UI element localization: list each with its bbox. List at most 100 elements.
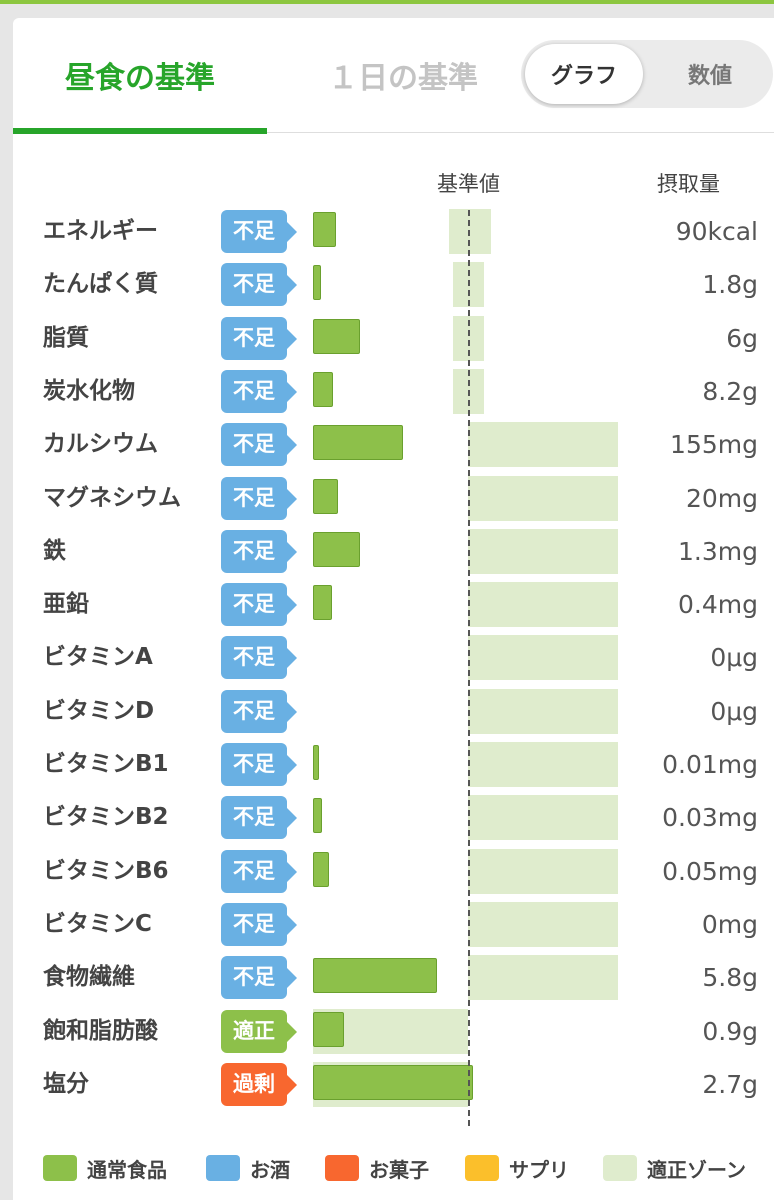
legend-item: サプリ: [465, 1148, 569, 1188]
nutrient-row: ビタミンB2 不足 0.03mg: [13, 791, 774, 844]
intake-bar: [313, 851, 329, 887]
nutrient-name: ビタミンB2: [43, 804, 169, 831]
intake-bar: [313, 1011, 344, 1047]
toggle-graph-button[interactable]: グラフ: [525, 44, 643, 104]
nutrient-name: ビタミンB1: [43, 751, 169, 777]
appropriate-zone: [468, 582, 619, 628]
intake-amount: 20mg: [685, 483, 758, 513]
status-badge: 不足: [221, 423, 297, 467]
nutrient-name: エネルギー: [43, 218, 158, 244]
view-toggle[interactable]: グラフ 数値: [521, 40, 773, 108]
legend-label: お菓子: [369, 1157, 429, 1182]
intake-amount: 6g: [726, 323, 758, 353]
nutrient-row: 鉄 不足 1.3mg: [13, 525, 774, 578]
legend-item: お酒: [206, 1148, 290, 1188]
nutrient-name: ビタミンB6: [43, 857, 169, 884]
nutrient-row: 亜鉛 不足 0.4mg: [13, 578, 774, 631]
nutrient-row: カルシウム 不足 155mg: [13, 418, 774, 471]
intake-bar: [313, 585, 332, 621]
intake-amount: 0mg: [701, 909, 758, 939]
legend-label: 適正ゾーン: [647, 1157, 746, 1182]
nutrient-name: 食物繊維: [43, 964, 135, 991]
nutrient-name: 鉄: [43, 537, 66, 564]
intake-amount: 1.3mg: [678, 536, 758, 566]
intake-amount: 0.9g: [702, 1016, 758, 1046]
intake-bar: [313, 798, 323, 834]
legend-item: 通常食品: [43, 1148, 167, 1188]
appropriate-zone: [449, 209, 492, 254]
nutrient-row: 炭水化物 不足 8.2g: [13, 365, 774, 418]
toggle-values-button[interactable]: 数値: [687, 64, 732, 89]
legend-item: 適正ゾーン: [603, 1148, 746, 1188]
status-badge: 不足: [221, 636, 297, 680]
appropriate-zone: [468, 422, 619, 468]
intake-bar: [313, 958, 437, 994]
nutrient-row: エネルギー 不足 90kcal: [13, 205, 774, 258]
appropriate-zone: [468, 742, 619, 787]
intake-amount: 0.4mg: [678, 590, 758, 620]
nutrient-name: マグネシウム: [43, 484, 181, 511]
top-accent-line: [0, 0, 774, 4]
intake-bar: [313, 1064, 473, 1100]
appropriate-zone: [468, 635, 619, 681]
intake-amount: 90kcal: [675, 217, 758, 246]
nutrient-name: 塩分: [43, 1070, 89, 1097]
status-badge: 過剰: [221, 1062, 297, 1106]
intake-amount: 1.8g: [702, 270, 758, 300]
intake-amount: 0.05mg: [662, 856, 758, 886]
status-badge: 不足: [221, 902, 297, 946]
intake-bar: [313, 371, 334, 407]
legend-label: 通常食品: [87, 1157, 167, 1182]
intake-amount: 5.8g: [702, 963, 758, 993]
nutrient-name: 炭水化物: [43, 377, 135, 404]
legend-item: お菓子: [325, 1148, 429, 1188]
status-badge: 不足: [221, 849, 297, 893]
status-badge: 不足: [221, 956, 297, 1000]
nutrient-name: 飽和脂肪酸: [43, 1017, 158, 1044]
tab-lunch-standard[interactable]: 昼食の基準: [13, 18, 267, 134]
appropriate-zone: [468, 795, 619, 841]
appropriate-zone: [468, 475, 619, 521]
nutrient-row: たんぱく質 不足 1.8g: [13, 258, 774, 311]
nutrient-name: ビタミンC: [43, 910, 152, 937]
nutrient-row: マグネシウム 不足 20mg: [13, 472, 774, 525]
intake-amount: 0μg: [710, 696, 758, 726]
nutrient-name: カルシウム: [43, 431, 158, 458]
intake-bar: [313, 478, 338, 514]
status-badge: 不足: [221, 316, 297, 360]
appropriate-zone: [468, 688, 619, 734]
status-badge: 不足: [221, 476, 297, 520]
intake-bar: [313, 425, 403, 461]
intake-amount: 0.03mg: [662, 803, 758, 833]
standard-value-header: 基準値: [437, 172, 500, 196]
status-badge: 不足: [221, 263, 297, 307]
legend: 通常食品 お酒 お菓子 サプリ 適正ゾーン: [13, 1148, 774, 1188]
status-badge: 適正: [221, 1009, 297, 1053]
status-badge: 不足: [221, 689, 297, 733]
intake-amount: 2.7g: [702, 1069, 758, 1099]
tab-bar: 昼食の基準 １日の基準 グラフ 数値: [13, 18, 774, 134]
legend-label: お酒: [250, 1157, 290, 1182]
status-badge: 不足: [221, 583, 297, 627]
status-badge: 不足: [221, 796, 297, 840]
nutrient-row: ビタミンC 不足 0mg: [13, 898, 774, 951]
nutrient-row: ビタミンB6 不足 0.05mg: [13, 845, 774, 898]
intake-amount: 155mg: [670, 430, 758, 460]
legend-swatch: [43, 1155, 77, 1181]
intake-bar: [313, 531, 360, 567]
legend-label: サプリ: [509, 1157, 569, 1182]
appropriate-zone: [468, 901, 619, 947]
reference-line: [468, 210, 470, 1126]
intake-amount: 0μg: [710, 643, 758, 673]
intake-bar: [313, 745, 319, 780]
nutrient-row: 塩分 過剰 2.7g: [13, 1058, 774, 1111]
nutrient-row: ビタミンA 不足 0μg: [13, 631, 774, 684]
status-badge: 不足: [221, 210, 297, 253]
status-badge: 不足: [221, 743, 297, 786]
intake-amount: 8.2g: [702, 376, 758, 406]
tab-daily-standard[interactable]: １日の基準: [328, 61, 478, 96]
nutrition-card: 昼食の基準 １日の基準 グラフ 数値 基準値 摂取量 エネルギー 不足 90kcal…: [13, 18, 774, 1200]
nutrient-row: 脂質 不足 6g: [13, 312, 774, 365]
legend-swatch: [206, 1155, 240, 1181]
intake-amount: 0.01mg: [662, 750, 758, 779]
